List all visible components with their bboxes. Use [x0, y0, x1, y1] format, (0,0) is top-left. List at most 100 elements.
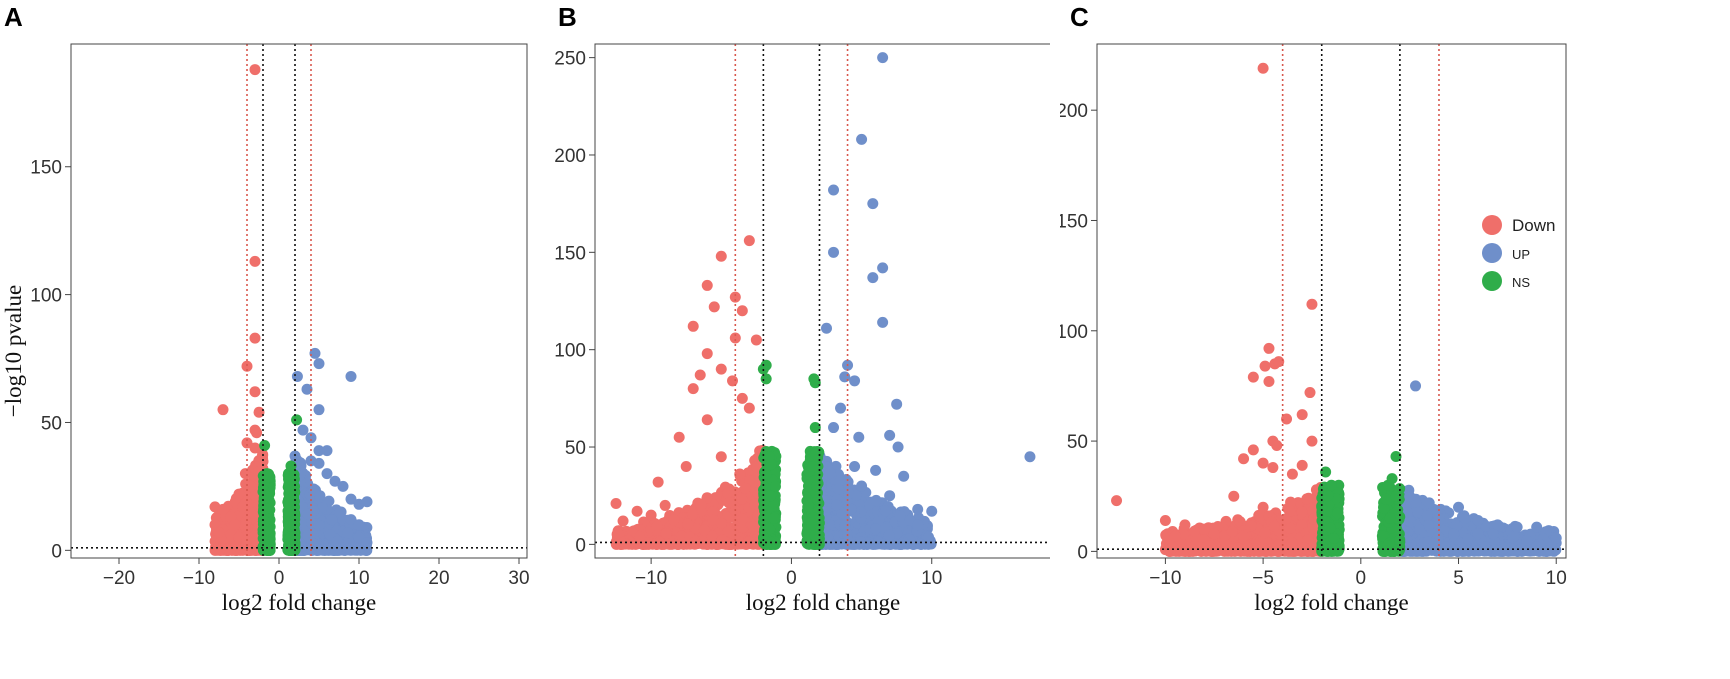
- cloud-point-down: [734, 468, 746, 480]
- cloud-point-up: [915, 538, 927, 550]
- point-down: [239, 468, 251, 480]
- y-tick-label: 250: [554, 49, 586, 70]
- y-tick-label: 50: [565, 438, 586, 459]
- point-up: [313, 358, 325, 370]
- x-tick-label: 10: [1546, 568, 1567, 589]
- x-tick-label: 5: [1453, 568, 1464, 589]
- point-ns: [259, 439, 271, 451]
- point-ns: [261, 468, 273, 480]
- x-tick-label: −10: [635, 568, 667, 589]
- point-ns: [285, 460, 297, 472]
- point-down: [659, 499, 671, 511]
- point-down: [701, 414, 713, 426]
- cloud-point-ns: [805, 517, 817, 529]
- point-up: [877, 316, 889, 328]
- cloud-point-up: [334, 506, 346, 518]
- y-tick-label: 100: [554, 341, 586, 362]
- point-down: [680, 460, 692, 472]
- cloud-point-down: [701, 492, 713, 504]
- point-down: [249, 255, 261, 267]
- point-down: [245, 480, 257, 492]
- cloud-point-down: [225, 542, 237, 554]
- x-tick-label: −10: [1149, 568, 1181, 589]
- point-up: [839, 371, 851, 383]
- cloud-point-down: [248, 507, 260, 519]
- point-ns: [764, 490, 776, 502]
- cloud-point-ns: [802, 500, 814, 512]
- y-tick-label: 150: [554, 243, 586, 264]
- y-tick-label: 0: [1077, 542, 1088, 563]
- point-down: [249, 332, 261, 344]
- plot-frame: [70, 43, 528, 559]
- y-tick-label: 100: [1060, 322, 1088, 343]
- cloud-point-ns: [282, 496, 294, 508]
- cloud-point-ns: [809, 448, 821, 460]
- x-tick-label: 0: [1356, 568, 1367, 589]
- x-axis-title: log2 fold change: [746, 590, 901, 615]
- cloud-point-up: [870, 494, 882, 506]
- point-ns: [760, 373, 772, 385]
- y-axis-title: −log10 pvalue: [1, 285, 26, 417]
- cloud-point-down: [736, 493, 748, 505]
- cloud-point-down: [653, 536, 665, 548]
- point-down: [715, 250, 727, 262]
- cloud-point-up: [301, 508, 313, 520]
- point-down: [229, 519, 241, 531]
- cloud-point-down: [643, 537, 655, 549]
- point-down: [687, 383, 699, 395]
- cloud-point-up: [824, 467, 836, 479]
- point-down: [736, 305, 748, 317]
- point-ns: [811, 480, 823, 492]
- cloud-point-up: [343, 535, 355, 547]
- x-axis-title: log2 fold change: [222, 590, 377, 615]
- point-down: [715, 451, 727, 463]
- points-layer: [209, 64, 373, 556]
- point-up: [309, 347, 321, 359]
- y-tick-label: 150: [30, 158, 62, 179]
- point-down: [213, 526, 225, 538]
- cloud-point-down: [723, 497, 735, 509]
- cloud-point-down: [733, 536, 745, 548]
- cloud-point-down: [676, 530, 688, 542]
- x-tick-label: 30: [508, 568, 529, 589]
- point-down: [249, 442, 261, 454]
- point-down: [729, 332, 741, 344]
- cloud-point-up: [879, 505, 891, 517]
- cloud-point-ns: [260, 490, 272, 502]
- cloud-point-up: [313, 519, 325, 531]
- x-tick-label: 10: [348, 568, 369, 589]
- cloud-point-ns: [260, 503, 272, 515]
- cloud-point-up: [832, 483, 844, 495]
- y-tick-label: 200: [1060, 101, 1088, 122]
- point-down: [687, 320, 699, 332]
- point-up: [828, 422, 840, 434]
- point-down: [241, 360, 253, 372]
- point-up: [1024, 451, 1036, 463]
- point-up: [353, 532, 365, 544]
- cloud-point-up: [855, 536, 867, 548]
- cloud-point-down: [668, 514, 680, 526]
- point-down: [701, 348, 713, 360]
- cloud-point-up: [872, 536, 884, 548]
- cloud-point-up: [342, 527, 354, 539]
- point-up: [337, 480, 349, 492]
- point-ns: [809, 377, 821, 389]
- cloud-point-ns: [809, 529, 821, 541]
- x-axis-title: log2 fold change: [1254, 590, 1409, 615]
- point-up: [870, 523, 882, 535]
- y-tick-label: 50: [41, 413, 62, 434]
- cloud-point-down: [239, 520, 251, 532]
- cloud-point-ns: [283, 538, 295, 550]
- cloud-point-ns: [284, 484, 296, 496]
- points-layer: [1111, 62, 1562, 557]
- point-up: [884, 490, 896, 502]
- cloud-point-up: [330, 544, 342, 556]
- point-down: [673, 431, 685, 443]
- point-up: [849, 375, 861, 387]
- point-up: [867, 198, 879, 210]
- cloud-point-down: [749, 498, 761, 510]
- point-down: [701, 279, 713, 291]
- point-up: [313, 404, 325, 416]
